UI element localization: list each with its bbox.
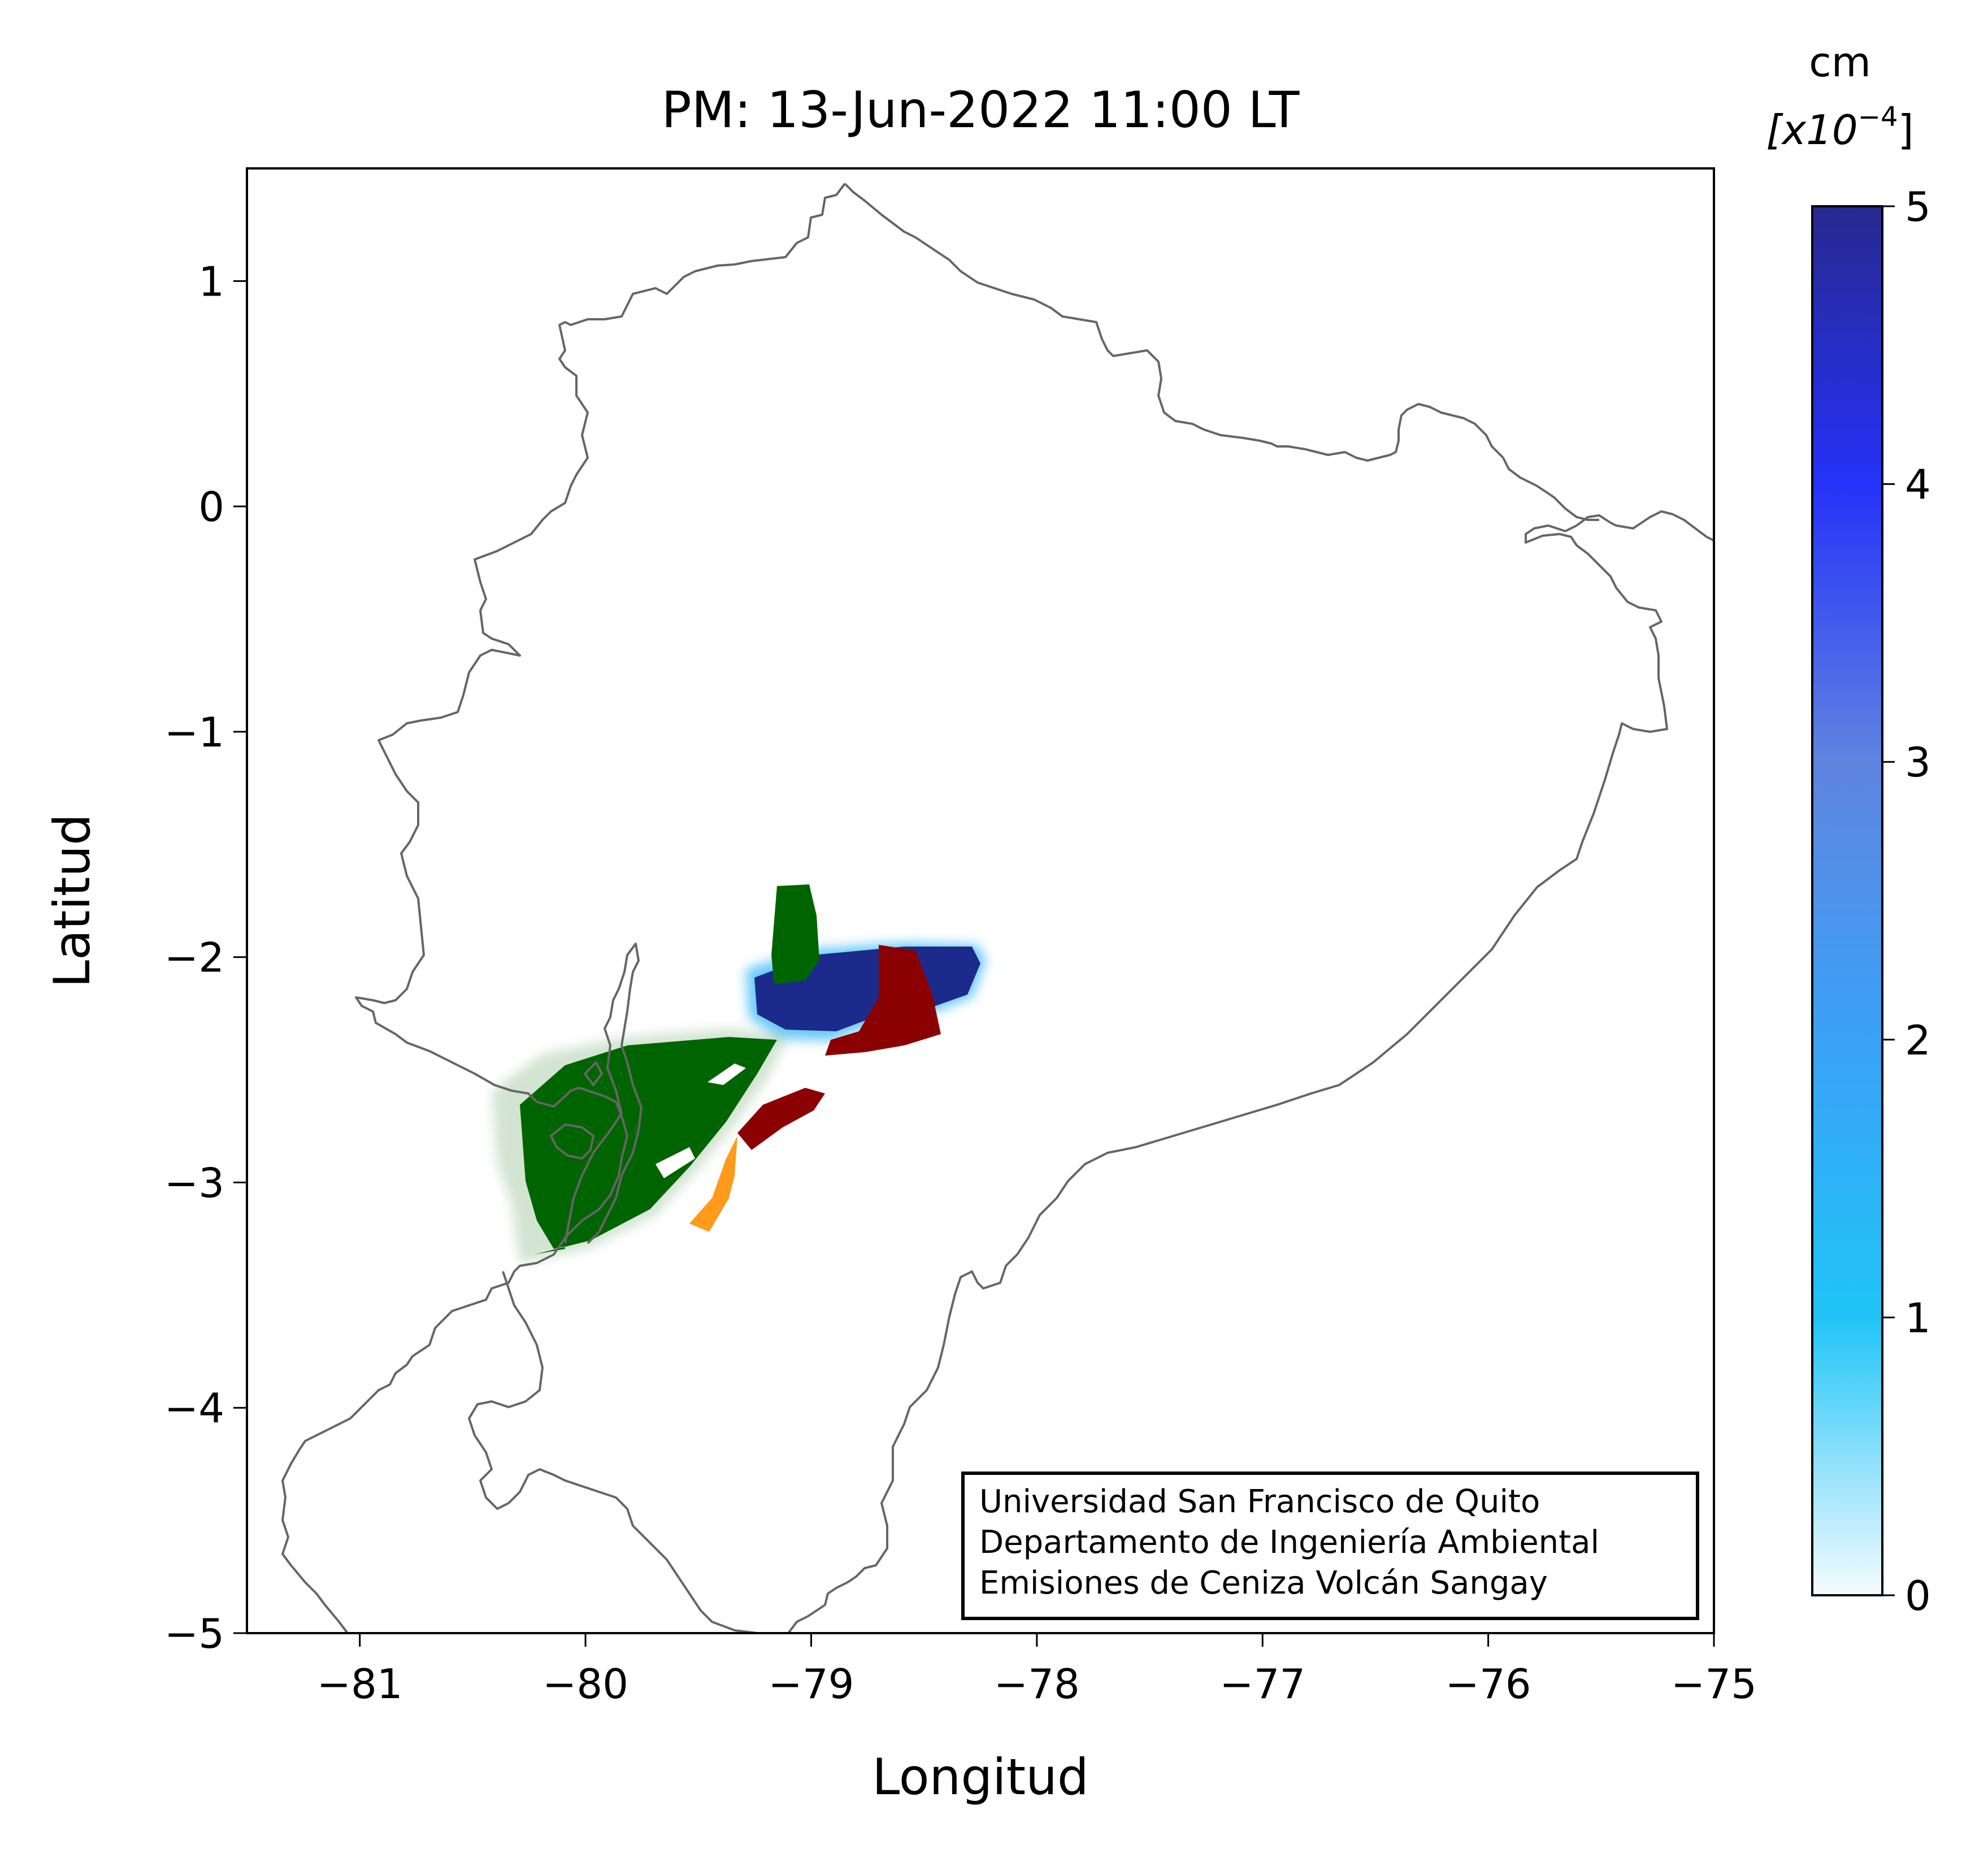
x-tick-label: −79 [768,1660,854,1708]
colorbar-tick-label: 0 [1905,1572,1931,1620]
colorbar-scale: [x10−4] [1766,101,1913,154]
y-axis-label: Latitud [43,814,101,988]
colorbar-tick-label: 2 [1905,1017,1931,1064]
colorbar-gradient [1811,205,1883,1596]
white-hole-1 [707,1064,746,1085]
inland-gulf [564,943,643,1244]
green-region-north [771,884,819,984]
colorbar-ticks: 0 1 2 3 4 5 [1882,183,1931,1620]
credit-line-3: Emisiones de Ceniza Volcán Sangay [979,1565,1548,1601]
colorbar-tick-label: 1 [1905,1294,1931,1342]
country-outline [281,183,846,1633]
y-tick-label: −1 [164,709,224,756]
colorbar-tick-label: 3 [1905,739,1931,786]
x-axis-label: Longitud [872,1748,1089,1806]
x-tick-label: −75 [1671,1660,1757,1708]
colorbar-scale-suffix: ] [1898,106,1914,154]
colorbar-scale-prefix: [x10 [1766,106,1857,154]
island-puna [550,1123,594,1160]
orange-region [689,1136,737,1232]
credit-box-frame [961,1472,1699,1620]
credit-line-2: Departamento de Ingeniería Ambiental [979,1524,1599,1561]
x-tick-label: −78 [994,1660,1080,1708]
colorbar-unit: cm [1809,38,1871,86]
y-tick-label: −5 [164,1610,224,1657]
colorbar-tick-label: 4 [1905,461,1931,509]
x-tick-label: −81 [317,1660,403,1708]
southern-inlet [468,1271,788,1633]
colorbar-scale-exponent: −4 [1858,101,1898,133]
credit-line-1: Universidad San Francisco de Quito [979,1483,1540,1520]
x-tick-label: −80 [542,1660,628,1708]
y-tick-label: 0 [198,483,224,531]
colorbar-tick-label: 5 [1905,183,1931,231]
island-small [584,1061,603,1086]
plume-layer [492,884,986,1263]
x-axis: −81 −80 −79 −78 −77 −76 −75 [317,1633,1757,1708]
darkred-region-north [825,945,941,1056]
credit-box: Universidad San Francisco de Quito Depar… [961,1472,1699,1620]
y-tick-label: −2 [164,934,224,982]
green-region-tail [520,1105,591,1249]
border-south [787,510,1714,1633]
plot-frame [246,167,1715,1634]
y-tick-label: −3 [164,1159,224,1206]
colorbar: 0 1 2 3 4 5 cm [x10−4] [1766,38,1930,1620]
map-area [281,183,1714,1633]
y-tick-label: 1 [198,258,224,305]
x-tick-label: −77 [1219,1660,1305,1708]
y-tick-label: −4 [164,1384,224,1432]
darkred-region-south [737,1088,825,1150]
x-tick-label: −76 [1446,1660,1531,1708]
green-region [520,1037,777,1255]
chart-title: PM: 13-Jun-2022 11:00 LT [662,81,1300,139]
white-hole-2 [656,1147,695,1178]
border-north [844,183,1599,521]
y-axis: 1 0 −1 −2 −3 −4 −5 [164,258,247,1657]
